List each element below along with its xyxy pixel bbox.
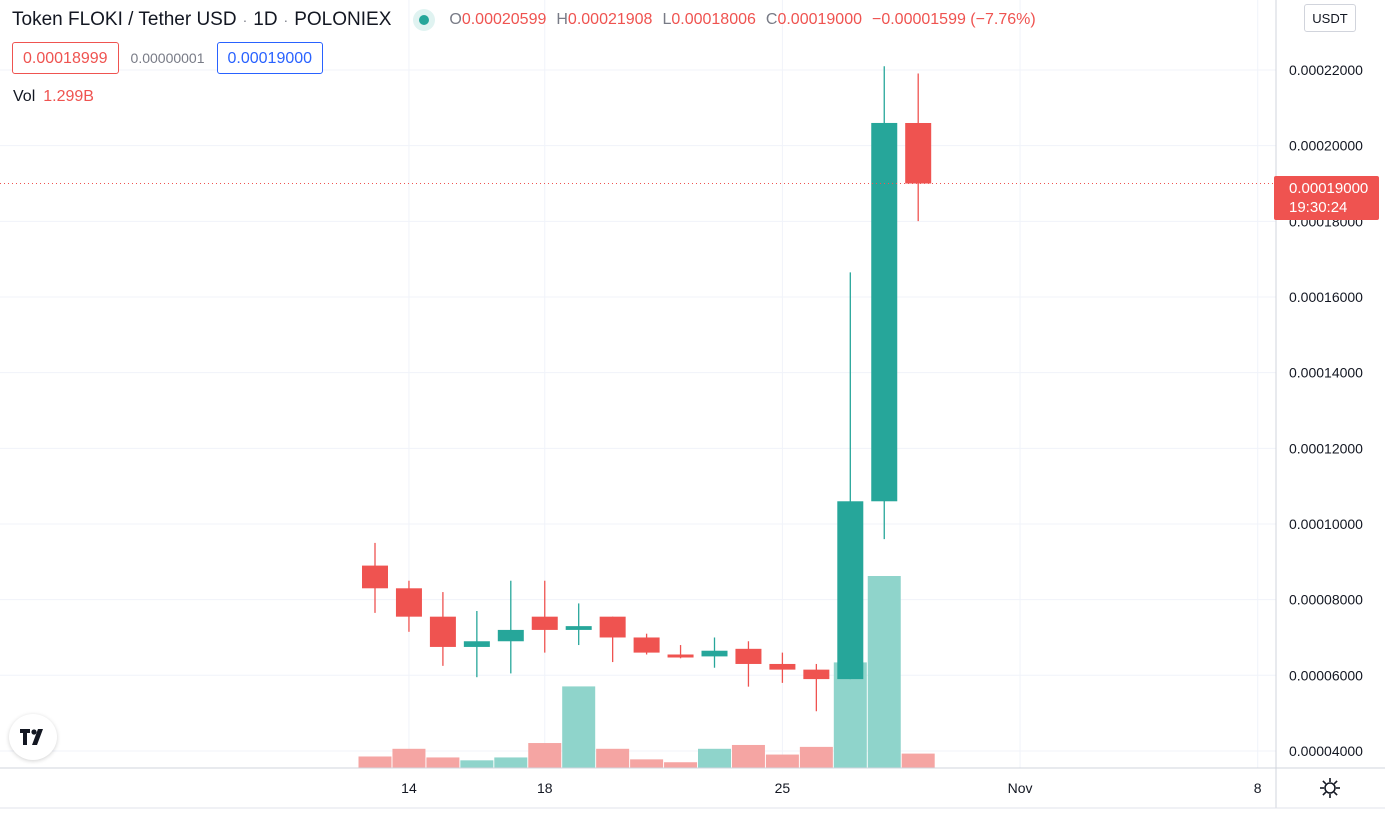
volume-bar <box>698 748 731 768</box>
y-tick-label: 0.00020000 <box>1289 138 1363 154</box>
candle-body[interactable] <box>871 122 898 502</box>
volume-bar <box>731 744 765 768</box>
volume-bar <box>426 757 460 768</box>
volume-bar <box>799 746 833 768</box>
grid-lines <box>0 0 1276 768</box>
volume-bar <box>664 762 698 768</box>
volume-value: 1.299B <box>43 88 94 105</box>
ohlc-close-value: 0.00019000 <box>777 11 862 28</box>
candle-body[interactable] <box>429 616 456 647</box>
volume-label: Vol <box>13 88 36 105</box>
y-tick-label: 0.00006000 <box>1289 667 1363 683</box>
ohlc-high-key: H <box>556 11 568 28</box>
volume-bar <box>867 576 901 768</box>
bar-countdown: 19:30:24 <box>1289 199 1348 216</box>
last-price-value: 0.00019000 <box>1289 180 1369 197</box>
x-tick-label: Nov <box>1008 780 1033 796</box>
candle-body[interactable] <box>463 641 490 647</box>
x-tick-label: 18 <box>537 780 553 796</box>
separator-dot: · <box>242 12 248 28</box>
volume-bars <box>358 576 935 768</box>
quote-row: 0.00018999 0.00000001 0.00019000 <box>12 42 324 74</box>
volume-bar <box>901 753 935 768</box>
y-tick-label: 0.00010000 <box>1289 516 1363 532</box>
candle-body[interactable] <box>362 565 388 589</box>
x-tick-label: 25 <box>775 780 791 796</box>
volume-bar <box>833 662 867 768</box>
volume-bar <box>358 756 392 768</box>
candle-body[interactable] <box>905 122 932 184</box>
candle-body[interactable] <box>395 588 422 617</box>
ohlc-high-value: 0.00021908 <box>567 11 653 28</box>
candle-body[interactable] <box>633 637 660 653</box>
volume-bar <box>528 743 562 768</box>
ohlc-change: −0.00001599 (−7.76%) <box>871 11 1036 28</box>
market-status-icon[interactable] <box>413 9 436 31</box>
currency-badge[interactable]: USDT <box>1304 4 1356 32</box>
ohlc-close: C0.00019000 <box>766 11 862 29</box>
candle-body[interactable] <box>837 501 864 680</box>
buy-price-button[interactable]: 0.00019000 <box>216 42 324 74</box>
symbol-title[interactable]: Token FLOKI / Tether USD <box>12 9 237 30</box>
tradingview-logo-icon[interactable] <box>9 714 57 760</box>
candle-body[interactable] <box>667 654 694 658</box>
x-tick-label: 8 <box>1254 780 1262 796</box>
y-tick-label: 0.00014000 <box>1289 365 1363 381</box>
candle-body[interactable] <box>531 616 558 630</box>
sell-price-button[interactable]: 0.00018999 <box>12 42 119 74</box>
y-tick-label: 0.00004000 <box>1289 743 1363 759</box>
ohlc-low: L0.00018006 <box>662 11 755 29</box>
ohlc-low-key: L <box>662 11 672 28</box>
volume-bar <box>596 748 630 768</box>
candle-body[interactable] <box>565 626 592 630</box>
candlesticks <box>362 66 932 712</box>
ohlc-open-value: 0.00020599 <box>461 11 547 28</box>
spread-value: 0.00000001 <box>130 50 205 66</box>
exchange-label: POLONIEX <box>294 9 392 30</box>
volume-bar <box>494 757 528 768</box>
separator-dot: · <box>283 12 289 28</box>
ohlc-low-value: 0.00018006 <box>671 11 756 28</box>
y-tick-label: 0.00012000 <box>1289 440 1363 456</box>
candle-body[interactable] <box>769 663 796 670</box>
volume-bar <box>460 760 494 768</box>
ohlc-open: O0.00020599 <box>449 11 546 29</box>
chart-legend-header: Token FLOKI / Tether USD · 1D · POLONIEX… <box>12 6 1046 34</box>
x-tick-label: 14 <box>401 780 417 796</box>
volume-bar <box>630 759 664 768</box>
candle-body[interactable] <box>599 616 626 638</box>
candle-body[interactable] <box>701 650 728 657</box>
gear-icon[interactable] <box>1316 774 1344 802</box>
y-tick-label: 0.00022000 <box>1289 62 1363 78</box>
ohlc-high: H0.00021908 <box>556 11 652 29</box>
last-price-label: 0.00019000 19:30:24 <box>1274 176 1379 220</box>
candle-body[interactable] <box>803 669 830 680</box>
volume-legend[interactable]: Vol 1.299B <box>13 88 94 106</box>
volume-bar <box>765 754 799 768</box>
ohlc-close-key: C <box>765 11 778 28</box>
interval-label[interactable]: 1D <box>253 9 278 30</box>
candle-body[interactable] <box>735 648 762 664</box>
volume-bar <box>562 686 596 768</box>
candle-body[interactable] <box>497 629 524 642</box>
y-tick-label: 0.00016000 <box>1289 289 1363 305</box>
y-tick-label: 0.00008000 <box>1289 592 1363 608</box>
ohlc-open-key: O <box>449 11 462 28</box>
volume-bar <box>392 748 426 768</box>
